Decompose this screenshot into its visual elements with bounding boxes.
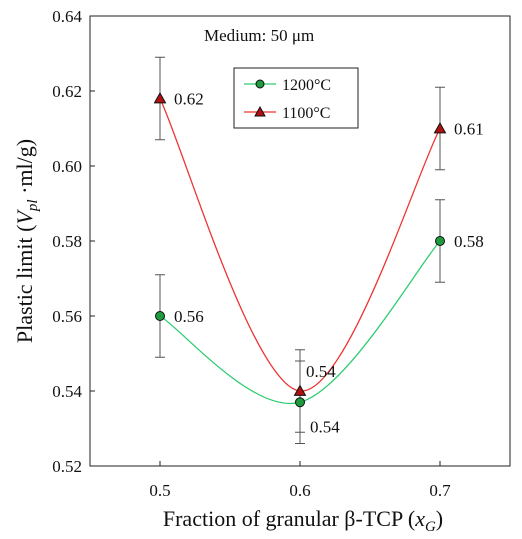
y-tick-label: 0.62 [52, 82, 82, 101]
legend-label: 1200°C [282, 77, 331, 94]
data-point [293, 384, 307, 396]
x-axis-ticks: 0.5 0.6 0.7 [149, 461, 451, 500]
data-label: 0.58 [454, 232, 484, 251]
y-tick-label: 0.64 [52, 7, 82, 26]
data-point [435, 236, 445, 246]
series-line [159, 98, 441, 392]
y-tick-label: 0.56 [52, 307, 82, 326]
legend-marker [255, 79, 265, 89]
y-tick-label: 0.58 [52, 232, 82, 251]
y-tick-label: 0.52 [52, 457, 82, 476]
data-labels: 0.56 0.54 0.58 0.62 0.54 0.61 [174, 90, 484, 437]
data-markers [153, 91, 447, 408]
legend: 1200°C 1100°C [233, 67, 359, 129]
data-label: 0.56 [174, 307, 204, 326]
data-point [153, 91, 167, 104]
data-label: 0.54 [310, 417, 340, 436]
legend-label: 1100°C [282, 105, 330, 122]
x-tick-label: 0.5 [149, 481, 170, 500]
legend-box [233, 67, 359, 129]
y-axis-ticks: 0.52 0.54 0.56 0.58 0.60 0.62 0.64 [52, 7, 95, 476]
legend-marker [254, 105, 266, 117]
data-label: 0.62 [174, 90, 204, 109]
data-label: 0.61 [454, 120, 484, 139]
medium-annotation: Medium: 50 μm [204, 26, 314, 45]
data-point [295, 397, 305, 408]
x-axis-title: Fraction of granular β-TCP (xG) [163, 506, 443, 535]
y-tick-label: 0.60 [52, 157, 82, 176]
data-point [155, 311, 165, 321]
x-tick-label: 0.7 [429, 481, 451, 500]
y-tick-label: 0.54 [52, 382, 82, 401]
y-axis-title: Plastic limit (Vpl ·ml/g) [12, 139, 41, 343]
data-label: 0.54 [306, 362, 336, 381]
data-point [433, 121, 447, 134]
x-tick-label: 0.6 [289, 481, 310, 500]
